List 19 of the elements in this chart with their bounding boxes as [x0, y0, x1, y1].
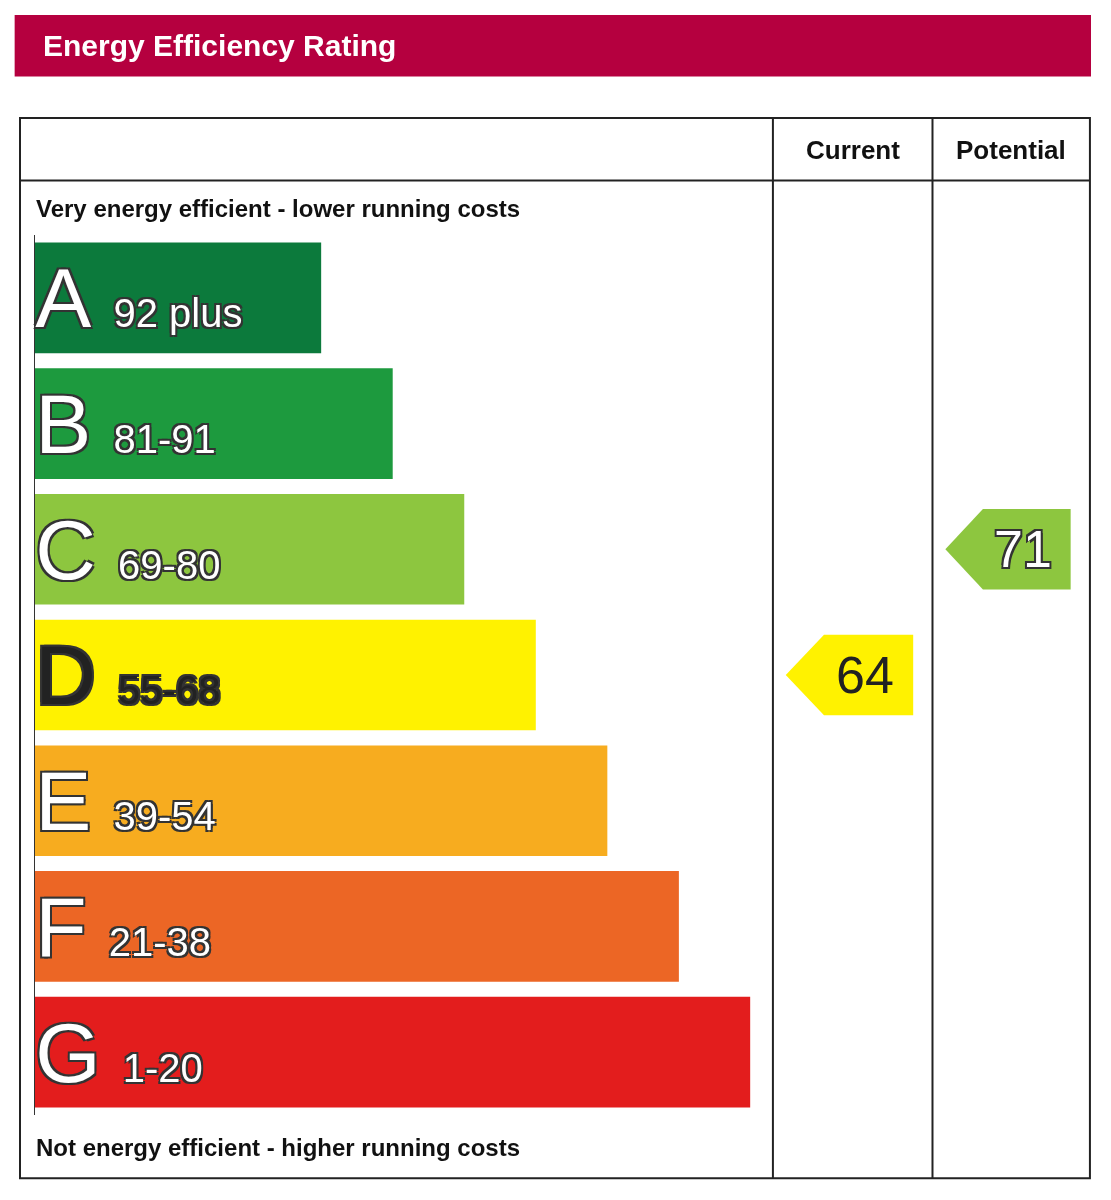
text: Very energy efficient - lower running costs — [36, 195, 521, 222]
bar — [34, 871, 679, 982]
bar — [34, 745, 608, 857]
y-tick-label: D 55-68 — [35, 628, 221, 723]
bar — [34, 619, 536, 731]
bar — [34, 996, 751, 1108]
y-tick-label: C 69-80 — [35, 502, 221, 597]
text: 64 — [836, 646, 894, 704]
bar — [34, 493, 465, 605]
text: Not energy efficient - higher running costs — [36, 1134, 521, 1161]
y-tick-label: F 21-38 — [35, 879, 212, 974]
y-tick-label: B 81-91 — [35, 376, 216, 471]
y-tick-label: G 1-20 — [35, 1005, 203, 1100]
y-tick-label: E 39-54 — [35, 754, 216, 849]
text: 71 — [994, 520, 1052, 578]
text: Current — [806, 135, 901, 165]
y-tick-label: A 92 plus — [35, 251, 243, 346]
text: Potential — [956, 135, 1066, 165]
chart-title: Energy Efficiency Rating — [43, 29, 397, 62]
